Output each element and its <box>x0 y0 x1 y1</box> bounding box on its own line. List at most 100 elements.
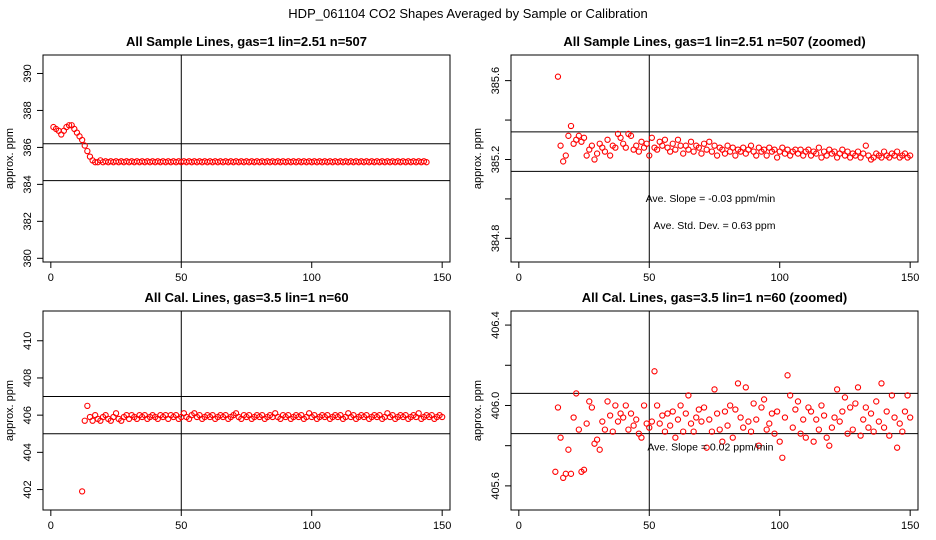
data-point <box>760 396 768 403</box>
data-point <box>854 384 862 391</box>
data-point <box>601 148 609 155</box>
data-point <box>893 148 901 155</box>
data-point <box>664 410 671 417</box>
data-point <box>732 406 739 413</box>
data-point <box>792 406 799 413</box>
data-point <box>625 426 632 433</box>
data-point <box>734 380 742 387</box>
y-tick-label: 406 <box>22 406 34 424</box>
data-point <box>666 422 674 429</box>
data-point <box>661 428 669 435</box>
data-point <box>648 418 656 425</box>
data-point <box>439 413 446 421</box>
data-point <box>580 466 588 473</box>
data-point <box>773 154 781 161</box>
data-point <box>612 144 619 151</box>
data-point <box>646 152 653 159</box>
data-point <box>693 414 700 421</box>
y-tick-label: 402 <box>22 480 34 498</box>
x-tick-label: 0 <box>48 520 54 532</box>
data-point <box>674 416 682 423</box>
data-point <box>847 404 854 411</box>
data-point <box>601 426 609 433</box>
y-tick-label: 385.2 <box>490 146 502 174</box>
data-point <box>653 146 661 153</box>
data-point <box>813 416 820 423</box>
data-point <box>685 392 692 399</box>
data-point <box>666 148 674 155</box>
data-point <box>899 428 906 435</box>
y-tick-label: 386 <box>22 138 34 156</box>
data-point <box>65 122 73 129</box>
data-point <box>719 438 726 445</box>
data-point <box>638 138 645 145</box>
data-point <box>818 402 825 409</box>
x-tick-label: 50 <box>175 272 187 284</box>
data-point <box>907 152 914 159</box>
y-tick-label: 406.4 <box>490 311 502 339</box>
data-points <box>78 402 446 495</box>
data-point <box>415 410 422 417</box>
plot-frame <box>42 54 451 263</box>
data-point <box>815 144 823 151</box>
y-tick-label: 385.6 <box>490 67 502 95</box>
data-point <box>797 430 804 437</box>
data-point <box>865 424 872 431</box>
data-point <box>703 146 710 153</box>
y-tick-label: 408 <box>22 369 34 387</box>
data-point <box>797 146 804 153</box>
x-tick-label: 100 <box>771 272 789 284</box>
data-point <box>659 412 666 419</box>
figure-title: HDP_061104 CO2 Shapes Averaged by Sample… <box>288 6 647 21</box>
data-point <box>854 148 862 155</box>
data-point <box>583 420 590 427</box>
x-tick-label: 150 <box>433 272 451 284</box>
data-point <box>880 424 888 431</box>
y-tick-label: 384 <box>22 175 34 193</box>
data-point <box>659 142 666 149</box>
data-point <box>753 416 760 423</box>
data-point <box>833 386 841 393</box>
data-point <box>716 426 723 433</box>
data-point <box>849 426 856 433</box>
data-point <box>779 144 786 151</box>
data-point <box>831 148 838 155</box>
data-point <box>807 408 815 415</box>
data-point <box>724 142 731 149</box>
data-point <box>860 416 867 423</box>
data-point <box>672 434 679 441</box>
data-point <box>617 134 624 141</box>
data-point <box>711 386 718 393</box>
data-point <box>695 406 702 413</box>
y-tick-label: 404 <box>22 443 34 461</box>
data-point <box>745 418 752 425</box>
data-point <box>896 420 903 427</box>
x-tick-label: 100 <box>303 520 321 532</box>
data-point <box>828 424 836 431</box>
y-tick-label: 382 <box>22 212 34 230</box>
x-tick-label: 0 <box>516 272 522 284</box>
y-tick-label: 380 <box>22 249 34 267</box>
data-point <box>71 125 78 133</box>
stats-annotation: Ave. Slope = 0.02 ppm/min <box>647 441 773 453</box>
data-point <box>713 152 721 159</box>
y-axis-label: approx. ppm <box>4 380 16 441</box>
data-point <box>844 430 851 437</box>
data-point <box>883 408 890 415</box>
data-point <box>630 422 637 429</box>
data-point <box>813 150 820 157</box>
data-point <box>763 426 770 433</box>
data-point <box>747 428 755 435</box>
data-point <box>729 434 736 441</box>
data-point <box>706 416 713 423</box>
data-point <box>901 408 909 415</box>
data-point <box>886 432 893 439</box>
x-tick-label: 150 <box>901 272 919 284</box>
data-point <box>651 368 658 375</box>
data-point <box>677 142 684 149</box>
data-point <box>682 410 689 417</box>
x-tick-label: 50 <box>643 272 655 284</box>
data-point <box>805 146 812 153</box>
x-tick-label: 0 <box>48 272 54 284</box>
data-point <box>672 146 679 153</box>
